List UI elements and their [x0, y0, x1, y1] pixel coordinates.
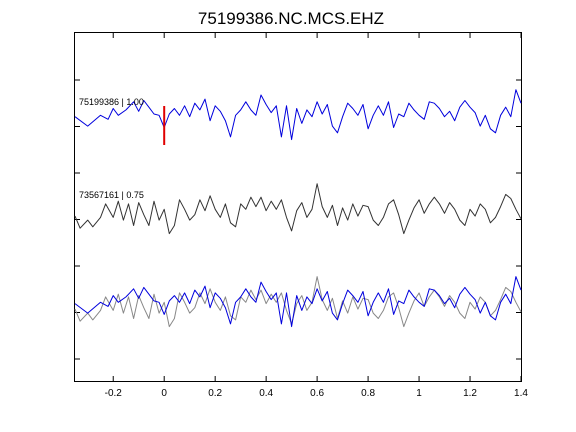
trace-labels: 75199386 | 1.00 73567161 | 0.75 [79, 97, 144, 200]
x-tick-label: 0.2 [208, 388, 222, 399]
trace-1-label: 75199386 | 1.00 [79, 97, 144, 107]
y-ticks [75, 79, 521, 360]
traces [74, 89, 522, 328]
plot-frame [74, 32, 522, 382]
x-tick-label: 1.2 [463, 388, 477, 399]
x-tick-label: 0.6 [310, 388, 324, 399]
x-tick-label: 0 [161, 388, 167, 399]
trace-2-label: 73567161 | 0.75 [79, 190, 144, 200]
x-tick-label: 0.8 [361, 388, 375, 399]
trace-1-line [74, 89, 522, 141]
x-tick-label: 1 [416, 388, 422, 399]
x-axis: -0.2 0 0.2 0.4 0.6 0.8 1 1.2 1.4 [105, 33, 528, 399]
overlay-trace-1-line [74, 276, 522, 328]
trace-2-line [74, 183, 522, 235]
x-tick-label: 0.4 [259, 388, 273, 399]
overlay-trace-2-line [74, 276, 522, 328]
x-tick-label: -0.2 [105, 388, 123, 399]
x-tick-label: 1.4 [514, 388, 528, 399]
chart-title: 75199386.NC.MCS.EHZ [198, 9, 384, 28]
